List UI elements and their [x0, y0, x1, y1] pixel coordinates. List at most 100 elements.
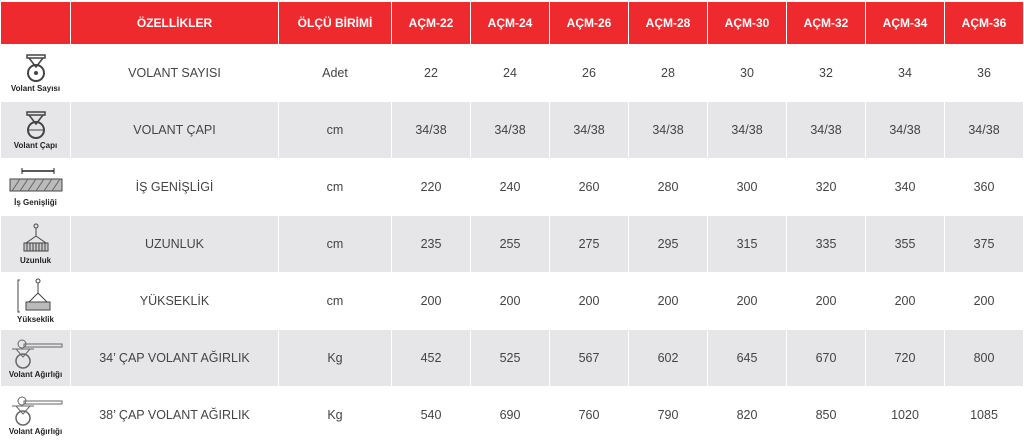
value-cell: 540	[420, 408, 442, 422]
value-cell: 720	[866, 330, 944, 386]
icon-cell: Yükseklik	[1, 273, 70, 329]
value-cell: 28	[661, 66, 675, 80]
unit-cell: cm	[279, 102, 391, 158]
value-cell: 235	[392, 216, 470, 272]
header-unit: ÖLÇÜ BİRİMİ	[279, 2, 391, 44]
icon-label: Yükseklik	[17, 315, 54, 324]
icon-label: Volant Sayısı	[10, 84, 61, 93]
value-cell: 34	[898, 66, 912, 80]
icon-label: Uzunluk	[19, 256, 52, 265]
icon-cell: Uzunluk	[1, 216, 70, 272]
header-model: AÇM-22	[392, 2, 470, 44]
feature-cell: 34’ ÇAP VOLANT AĞIRLIK	[71, 330, 278, 386]
icon-label: Volant Ağırlığı	[8, 427, 63, 436]
value-cell: 525	[471, 330, 549, 386]
value-cell: 355	[866, 216, 944, 272]
wheel-weight-icon	[8, 394, 64, 426]
value-cell: 670	[787, 330, 865, 386]
value-cell: 34/38	[787, 102, 865, 158]
value-cell: 34/38	[629, 102, 707, 158]
feature-cell: YÜKSEKLİK	[139, 294, 210, 308]
value-cell: 375	[945, 216, 1023, 272]
value-cell: 452	[392, 330, 470, 386]
unit-cell: cm	[326, 294, 344, 308]
table-row: Volant Sayısı VOLANT SAYISI Adet 22 24 26 28 30…	[1, 45, 1023, 101]
unit-cell: Kg	[279, 330, 391, 386]
value-cell: 295	[629, 216, 707, 272]
value-cell: 602	[629, 330, 707, 386]
value-cell: 800	[945, 330, 1023, 386]
wheel-weight-icon	[8, 337, 64, 369]
header-model: AÇM-28	[629, 2, 707, 44]
value-cell: 200	[894, 294, 916, 308]
icon-cell: Volant Ağırlığı	[1, 330, 70, 386]
value-cell: 280	[657, 180, 679, 194]
value-cell: 1020	[891, 408, 919, 422]
icon-cell: İş Genişliği	[1, 159, 70, 215]
work-width-icon	[8, 167, 64, 197]
value-cell: 36	[977, 66, 991, 80]
icon-label: İş Genişliği	[14, 198, 57, 207]
value-cell: 34/38	[866, 102, 944, 158]
icon-cell: Volant Çapı	[1, 102, 70, 158]
value-cell: 34/38	[550, 102, 628, 158]
value-cell: 820	[736, 408, 758, 422]
value-cell: 32	[819, 66, 833, 80]
value-cell: 200	[973, 294, 995, 308]
value-cell: 567	[550, 330, 628, 386]
feature-cell: 38’ ÇAP VOLANT AĞIRLIK	[99, 408, 250, 422]
table-row: Volant Çapı VOLANT ÇAPI cm 34/38 34/38 34/38 3…	[1, 102, 1023, 158]
value-cell: 300	[736, 180, 758, 194]
value-cell: 340	[894, 180, 916, 194]
unit-cell: Adet	[322, 66, 348, 80]
feature-cell: UZUNLUK	[71, 216, 278, 272]
feature-cell: İŞ GENİŞLİGİ	[135, 180, 214, 194]
table-row: İş Genişliği İŞ GENİŞLİGİ cm 220 240 260 280 30…	[1, 159, 1023, 215]
value-cell: 315	[708, 216, 786, 272]
value-cell: 200	[657, 294, 679, 308]
value-cell: 200	[499, 294, 521, 308]
table-row: Volant Ağırlığı 34’ ÇAP VOLANT AĞIRLIK Kg 4…	[1, 330, 1023, 386]
height-icon	[14, 278, 58, 314]
unit-cell: Kg	[327, 408, 343, 422]
unit-cell: cm	[326, 180, 344, 194]
value-cell: 760	[578, 408, 600, 422]
header-model: AÇM-30	[708, 2, 786, 44]
value-cell: 790	[657, 408, 679, 422]
length-icon	[16, 223, 56, 255]
value-cell: 645	[708, 330, 786, 386]
value-cell: 22	[424, 66, 438, 80]
value-cell: 1085	[970, 408, 998, 422]
value-cell: 850	[815, 408, 837, 422]
value-cell: 320	[815, 180, 837, 194]
header-model: AÇM-32	[787, 2, 865, 44]
value-cell: 200	[578, 294, 600, 308]
feature-cell: VOLANT SAYISI	[128, 66, 221, 80]
wheel-icon	[21, 53, 51, 83]
table-row: Volant Ağırlığı 38’ ÇAP VOLANT AĞIRLIK Kg 5…	[1, 387, 1023, 443]
table-row: Yükseklik YÜKSEKLİK cm 200 200 200 200 200 200 20…	[1, 273, 1023, 329]
value-cell: 200	[420, 294, 442, 308]
icon-label: Volant Ağırlığı	[8, 370, 63, 379]
table-row: Uzunluk UZUNLUK cm 235 255 275 295 315 335 355 375	[1, 216, 1023, 272]
header-model: AÇM-26	[550, 2, 628, 44]
value-cell: 34/38	[945, 102, 1023, 158]
value-cell: 260	[578, 180, 600, 194]
value-cell: 34/38	[708, 102, 786, 158]
header-model: AÇM-24	[471, 2, 549, 44]
value-cell: 275	[550, 216, 628, 272]
header-row: ÖZELLİKLER ÖLÇÜ BİRİMİ AÇM-22 AÇM-24 AÇM-2…	[1, 2, 1023, 44]
value-cell: 240	[499, 180, 521, 194]
icon-cell: Volant Sayısı	[1, 45, 70, 101]
wheel-diameter-icon	[21, 110, 51, 140]
value-cell: 360	[973, 180, 995, 194]
value-cell: 220	[420, 180, 442, 194]
value-cell: 26	[582, 66, 596, 80]
value-cell: 34/38	[392, 102, 470, 158]
value-cell: 690	[499, 408, 521, 422]
feature-cell: VOLANT ÇAPI	[71, 102, 278, 158]
value-cell: 24	[503, 66, 517, 80]
value-cell: 34/38	[471, 102, 549, 158]
value-cell: 30	[740, 66, 754, 80]
